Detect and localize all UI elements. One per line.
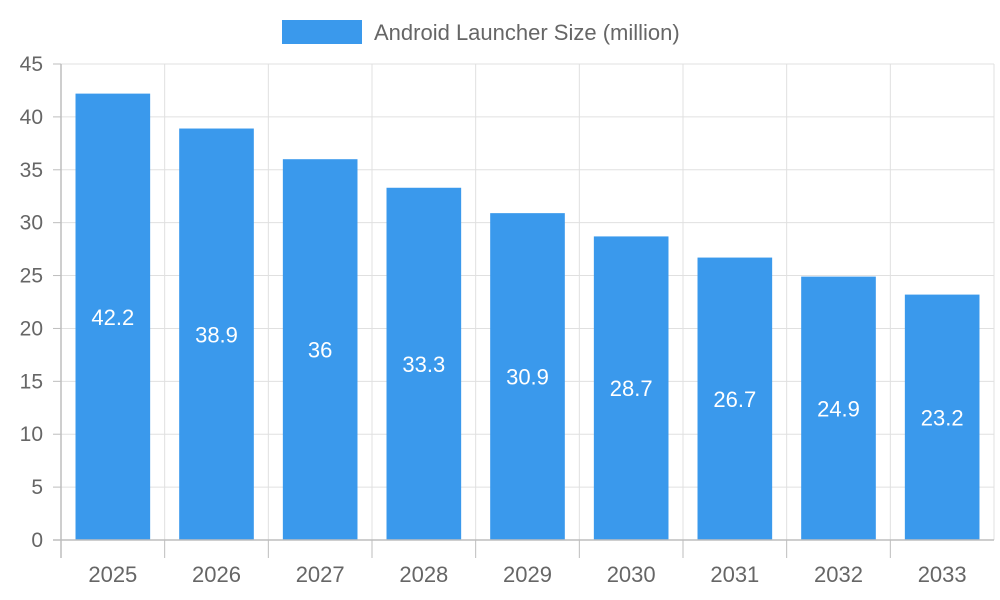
- y-tick-label: 40: [20, 106, 43, 129]
- data-label: 28.7: [610, 376, 653, 401]
- x-tick-label: 2029: [503, 562, 552, 587]
- y-tick-label: 5: [31, 476, 43, 499]
- y-tick-label: 35: [20, 159, 43, 182]
- legend[interactable]: Android Launcher Size (million): [282, 20, 680, 45]
- y-tick-label: 15: [20, 370, 43, 393]
- legend-label: Android Launcher Size (million): [374, 20, 680, 45]
- data-label: 26.7: [713, 387, 756, 412]
- data-label: 42.2: [91, 305, 134, 330]
- x-tick-label: 2033: [918, 562, 967, 587]
- y-tick-label: 45: [20, 53, 43, 76]
- x-tick-label: 2032: [814, 562, 863, 587]
- y-tick-label: 20: [20, 317, 43, 340]
- bar-2028[interactable]: [386, 187, 462, 540]
- bar-2025[interactable]: [75, 93, 151, 541]
- x-tick-label: 2026: [192, 562, 241, 587]
- bar-2026[interactable]: [179, 128, 254, 540]
- x-tick-label: 2028: [399, 562, 448, 587]
- x-tick-label: 2030: [607, 562, 656, 587]
- data-label: 30.9: [506, 365, 549, 390]
- data-label: 33.3: [402, 352, 445, 377]
- bar-2030[interactable]: [593, 236, 669, 540]
- y-tick-label: 10: [20, 423, 43, 446]
- data-label: 23.2: [921, 405, 964, 430]
- y-tick-label: 30: [20, 212, 43, 235]
- y-tick-label: 25: [20, 265, 43, 288]
- bar-2027[interactable]: [282, 159, 358, 540]
- data-label: 24.9: [817, 396, 860, 421]
- bar-2029[interactable]: [490, 213, 565, 540]
- x-tick-label: 2027: [296, 562, 345, 587]
- y-tick-label: 0: [31, 529, 43, 552]
- x-tick-label: 2031: [710, 562, 759, 587]
- bars: 42.2 38.9 36 33.3 30.9 28.7 26.7 24.9 23.2: [75, 93, 980, 541]
- legend-swatch: [282, 20, 362, 44]
- bar-2032[interactable]: [801, 276, 876, 540]
- data-label: 38.9: [195, 322, 238, 347]
- bar-2031[interactable]: [697, 257, 773, 540]
- bar-2033[interactable]: [904, 294, 980, 540]
- data-label: 36: [308, 338, 332, 363]
- x-tick-label: 2025: [88, 562, 137, 587]
